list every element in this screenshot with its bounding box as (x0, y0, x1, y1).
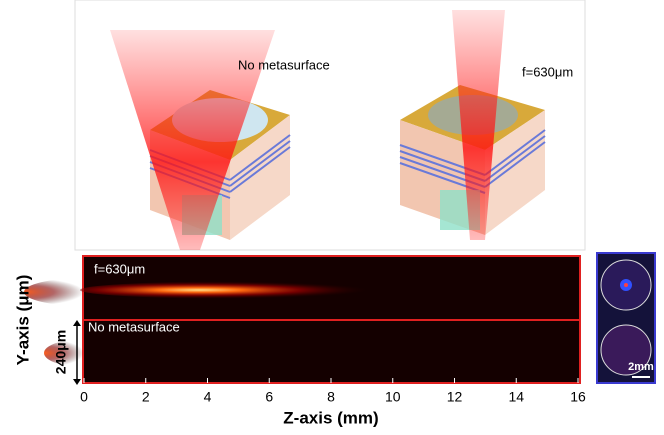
panel-label: f=630μm (94, 261, 145, 276)
figure: No metasurface f=630μm f=630μm No metasu… (0, 0, 664, 430)
x-tick-label: 12 (447, 389, 463, 405)
illustration-label: f=630μm (522, 64, 573, 79)
x-axis-label: Z-axis (mm) (283, 408, 378, 427)
x-tick-label: 16 (570, 389, 586, 405)
x-tick-label: 2 (142, 389, 150, 405)
x-tick-label: 8 (327, 389, 335, 405)
x-tick-label: 10 (385, 389, 401, 405)
illustration-label: No metasurface (238, 57, 330, 72)
x-tick-label: 14 (508, 389, 524, 405)
arrow-head (73, 379, 81, 385)
panel-label: No metasurface (88, 319, 180, 334)
arrow-head (73, 320, 81, 326)
scale-label: 240μm (53, 330, 69, 374)
x-tick-label: 4 (204, 389, 212, 405)
y-axis-label: Y-axis (μm) (13, 275, 32, 366)
inset-scale-label: 2mm (628, 361, 654, 373)
x-tick-label: 6 (265, 389, 273, 405)
x-tick-label: 0 (80, 389, 88, 405)
